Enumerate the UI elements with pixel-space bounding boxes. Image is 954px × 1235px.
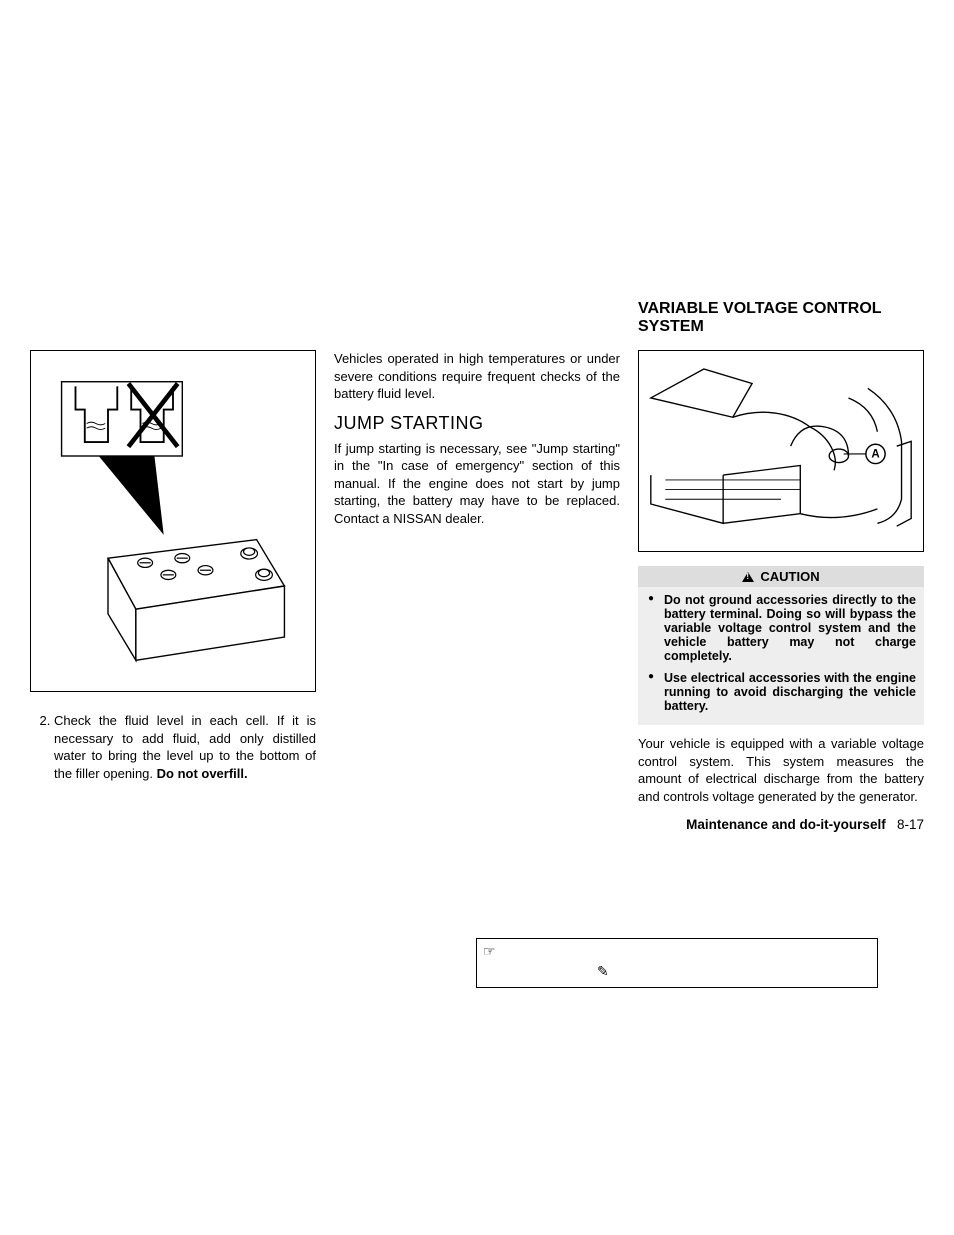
vvc-body: Your vehicle is equipped with a variable… <box>638 735 924 805</box>
battery-fluid-figure <box>30 350 316 692</box>
instruction-bold: Do not overfill. <box>157 766 248 781</box>
jump-starting-heading: JUMP STARTING <box>334 413 620 434</box>
hand-write-icon: ✎ <box>597 963 609 980</box>
battery-diagram-icon <box>43 361 303 681</box>
engine-bay-figure: A <box>638 350 924 552</box>
column-middle: Vehicles operated in high temperatures o… <box>334 300 620 832</box>
caution-body: Do not ground accessories directly to th… <box>638 587 924 725</box>
svg-text:A: A <box>871 449 880 461</box>
revision-row-1: ☞ <box>477 939 877 963</box>
page-footer: Maintenance and do-it-yourself 8-17 <box>638 817 924 832</box>
instruction-item: Check the fluid level in each cell. If i… <box>54 712 316 782</box>
warning-triangle-icon <box>742 572 754 582</box>
caution-label: CAUTION <box>760 569 819 584</box>
hand-point-icon: ☞ <box>483 943 496 960</box>
footer-page-number: 8-17 <box>897 817 924 832</box>
caution-item: Do not ground accessories directly to th… <box>660 593 916 663</box>
revision-box: ☞ ✎ <box>476 938 878 988</box>
content-columns: Check the fluid level in each cell. If i… <box>0 300 954 832</box>
caution-item: Use electrical accessories with the engi… <box>660 671 916 713</box>
footer-section: Maintenance and do-it-yourself <box>686 817 886 832</box>
caution-header: CAUTION <box>638 566 924 587</box>
page: Check the fluid level in each cell. If i… <box>0 0 954 1235</box>
engine-bay-icon: A <box>646 356 916 546</box>
revision-row-2: ✎ <box>477 963 877 987</box>
caution-list: Do not ground accessories directly to th… <box>646 593 916 713</box>
column-right: VARIABLE VOLTAGE CONTROL SYSTEM <box>638 300 924 832</box>
instruction-list: Check the fluid level in each cell. If i… <box>30 712 316 782</box>
vvc-heading: VARIABLE VOLTAGE CONTROL SYSTEM <box>638 300 924 336</box>
column-left: Check the fluid level in each cell. If i… <box>30 300 316 832</box>
jump-starting-body: If jump starting is necessary, see "Jump… <box>334 440 620 528</box>
intro-paragraph: Vehicles operated in high temperatures o… <box>334 350 620 403</box>
